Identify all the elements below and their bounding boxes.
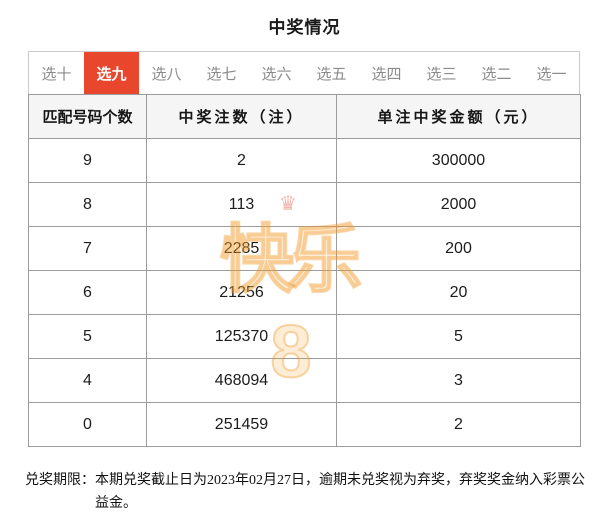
winners-count-cell: 113 bbox=[146, 182, 337, 227]
winners-count-cell: 2 bbox=[146, 138, 337, 183]
tab-pick-3[interactable]: 选三 bbox=[426, 65, 457, 83]
match-count-cell: 9 bbox=[28, 138, 147, 183]
tab-pick-7[interactable]: 选七 bbox=[206, 65, 237, 83]
table-row: 7 2285 200 bbox=[28, 226, 581, 271]
prize-amount-cell: 2000 bbox=[336, 182, 581, 227]
table-header-row: 匹配号码个数 中奖注数（注） 单注中奖金额（元） bbox=[28, 94, 581, 139]
match-count-cell: 5 bbox=[28, 314, 147, 359]
prize-amount-cell: 300000 bbox=[336, 138, 581, 183]
prize-panel: 选十 选九 选八 选七 选六 选五 选四 选三 选二 选一 匹配号码个数 中奖注数（注） 单注中奖金额… bbox=[28, 51, 581, 447]
table-row: 0 251459 2 bbox=[28, 402, 581, 447]
tab-pick-5[interactable]: 选五 bbox=[316, 65, 347, 83]
tab-pick-8[interactable]: 选八 bbox=[151, 65, 182, 83]
match-count-cell: 7 bbox=[28, 226, 147, 271]
tab-pick-9[interactable]: 选九 bbox=[84, 52, 139, 94]
tab-pick-6[interactable]: 选六 bbox=[261, 65, 292, 83]
table-row: 6 21256 20 bbox=[28, 270, 581, 315]
tab-pick-4[interactable]: 选四 bbox=[371, 65, 402, 83]
table-row: 4 468094 3 bbox=[28, 358, 581, 403]
match-count-cell: 0 bbox=[28, 402, 147, 447]
prize-amount-cell: 5 bbox=[336, 314, 581, 359]
winners-count-cell: 2285 bbox=[146, 226, 337, 271]
prize-amount-cell: 20 bbox=[336, 270, 581, 315]
match-count-cell: 4 bbox=[28, 358, 147, 403]
column-header: 中奖注数（注） bbox=[146, 94, 337, 139]
match-count-cell: 6 bbox=[28, 270, 147, 315]
table-row: 9 2 300000 bbox=[28, 138, 581, 183]
game-type-tabs: 选十 选九 选八 选七 选六 选五 选四 选三 选二 选一 bbox=[28, 51, 580, 94]
winners-count-cell: 468094 bbox=[146, 358, 337, 403]
column-header: 单注中奖金额（元） bbox=[336, 94, 581, 139]
match-count-cell: 8 bbox=[28, 182, 147, 227]
deadline-text: 本期兑奖截止日为2023年02月27日，逾期未兑奖视为弃奖，弃奖奖金纳入彩票公益… bbox=[95, 473, 585, 511]
tab-pick-10[interactable]: 选十 bbox=[41, 65, 72, 83]
page-title: 中奖情况 bbox=[268, 18, 341, 37]
prize-amount-cell: 2 bbox=[336, 402, 581, 447]
table-row: 8 113 2000 bbox=[28, 182, 581, 227]
prize-amount-cell: 3 bbox=[336, 358, 581, 403]
winners-count-cell: 125370 bbox=[146, 314, 337, 359]
deadline-label: 兑奖期限： bbox=[25, 473, 95, 488]
tab-pick-1[interactable]: 选一 bbox=[536, 65, 567, 83]
winners-count-cell: 21256 bbox=[146, 270, 337, 315]
winners-count-cell: 251459 bbox=[146, 402, 337, 447]
column-header: 匹配号码个数 bbox=[28, 94, 147, 139]
prize-amount-cell: 200 bbox=[336, 226, 581, 271]
table-row: 5 125370 5 bbox=[28, 314, 581, 359]
redemption-deadline-note: 兑奖期限： 本期兑奖截止日为2023年02月27日，逾期未兑奖视为弃奖，弃奖奖金… bbox=[25, 470, 590, 515]
tab-pick-2[interactable]: 选二 bbox=[481, 65, 512, 83]
prize-table: 匹配号码个数 中奖注数（注） 单注中奖金额（元） 9 2 300000 8 113 2000 7… bbox=[28, 94, 581, 447]
